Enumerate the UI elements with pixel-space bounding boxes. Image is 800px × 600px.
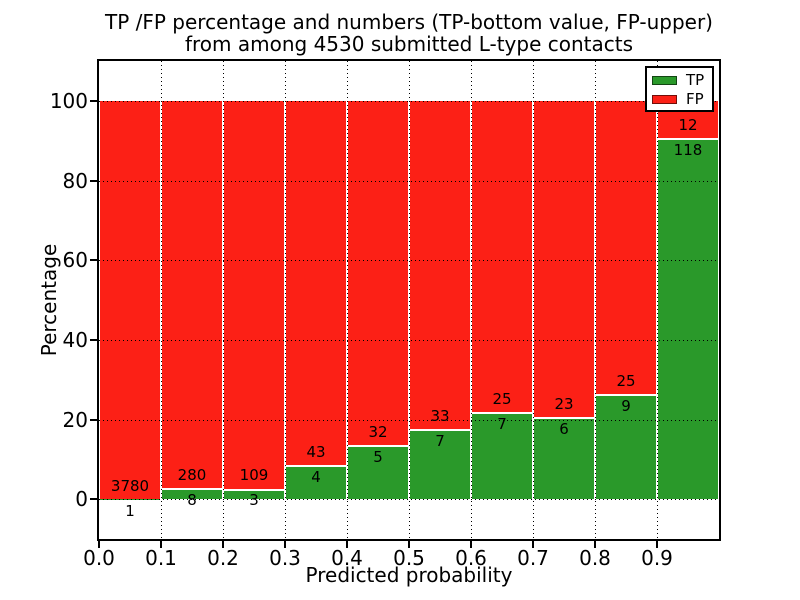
y-tick bbox=[90, 99, 97, 102]
bar-segment-fp bbox=[285, 100, 347, 500]
gridline-vertical bbox=[657, 61, 658, 539]
bar-tp-count-label: 9 bbox=[621, 396, 631, 415]
gridline-vertical bbox=[161, 61, 162, 539]
bar-fp-count-label: 43 bbox=[306, 443, 326, 462]
x-tick-label: 0.4 bbox=[331, 546, 363, 570]
y-tick-label: 0 bbox=[75, 487, 88, 512]
chart-title-line2: from among 4530 submitted L-type contact… bbox=[184, 32, 634, 56]
gridline-vertical bbox=[409, 61, 410, 539]
y-tick-label: 60 bbox=[62, 248, 88, 273]
gridline-vertical bbox=[471, 61, 472, 539]
legend-label: FP bbox=[686, 90, 704, 108]
x-tick-label: 0.3 bbox=[269, 546, 301, 570]
x-tick bbox=[656, 541, 658, 548]
bar-segment-fp bbox=[533, 100, 595, 500]
x-tick bbox=[470, 541, 472, 548]
x-tick-label: 0.8 bbox=[579, 546, 611, 570]
bar-segment-tp bbox=[286, 465, 346, 500]
x-axis-title: Predicted probability bbox=[305, 563, 513, 587]
x-tick-label: 0.7 bbox=[517, 546, 549, 570]
bar-fp-count-label: 25 bbox=[492, 390, 512, 409]
legend-item: TP bbox=[652, 71, 712, 90]
x-tick bbox=[408, 541, 410, 548]
plot-area: 3780 1 280 8 109 3 43 4 32 5 33 7 25 7 23 6 25 9 12 118 bbox=[97, 59, 721, 541]
x-tick bbox=[594, 541, 596, 548]
y-tick bbox=[90, 498, 97, 501]
y-tick bbox=[90, 418, 97, 421]
bar-fp-count-label: 23 bbox=[554, 394, 574, 413]
bar-tp-count-label: 5 bbox=[373, 448, 383, 467]
bar-tp-count-label: 8 bbox=[187, 491, 197, 510]
legend-swatch-tp bbox=[652, 76, 677, 85]
bar-segment-tp bbox=[162, 488, 222, 500]
bar-segment-fp bbox=[595, 100, 657, 500]
bar-segment-tp bbox=[596, 393, 656, 500]
bar-segment-tp bbox=[224, 488, 284, 500]
x-tick-label: 0.1 bbox=[145, 546, 177, 570]
x-tick bbox=[284, 541, 286, 548]
bar-segment-tp bbox=[472, 412, 532, 500]
y-tick-label: 40 bbox=[62, 327, 88, 352]
bar-segment-fp bbox=[223, 100, 285, 500]
gridline-vertical bbox=[223, 61, 224, 539]
bar-tp-count-label: 3 bbox=[249, 491, 259, 510]
bar-fp-count-label: 25 bbox=[616, 371, 636, 390]
gridline-vertical bbox=[347, 61, 348, 539]
y-tick-label: 80 bbox=[62, 168, 88, 193]
y-tick bbox=[90, 338, 97, 341]
bar-fp-count-label: 280 bbox=[177, 466, 207, 485]
bar-tp-count-label: 118 bbox=[673, 140, 703, 159]
x-tick-label: 0.0 bbox=[83, 546, 115, 570]
x-tick-label: 0.2 bbox=[207, 546, 239, 570]
bar-segment-fp bbox=[409, 100, 471, 500]
chart-title-line1: TP /FP percentage and numbers (TP-bottom… bbox=[105, 10, 713, 34]
bar-segment-fp bbox=[657, 100, 719, 500]
x-tick bbox=[98, 541, 100, 548]
legend-item: FP bbox=[652, 90, 712, 109]
gridline-vertical bbox=[533, 61, 534, 539]
bar-tp-count-label: 7 bbox=[497, 415, 507, 434]
x-tick bbox=[160, 541, 162, 548]
bar-tp-count-label: 7 bbox=[435, 432, 445, 451]
x-tick bbox=[532, 541, 534, 548]
y-tick bbox=[90, 179, 97, 182]
y-tick-label: 20 bbox=[62, 407, 88, 432]
bar-tp-count-label: 6 bbox=[559, 419, 569, 438]
x-tick bbox=[346, 541, 348, 548]
bar-segment-tp bbox=[410, 429, 470, 500]
legend-swatch-fp bbox=[652, 95, 677, 104]
gridline-vertical bbox=[595, 61, 596, 539]
bar-fp-count-label: 33 bbox=[430, 407, 450, 426]
x-tick-label: 0.9 bbox=[641, 546, 673, 570]
bar-fp-count-label: 32 bbox=[368, 423, 388, 442]
y-tick bbox=[90, 259, 97, 262]
bar-tp-count-label: 4 bbox=[311, 468, 321, 487]
y-axis-title: Percentage bbox=[37, 243, 61, 357]
x-tick-label: 0.6 bbox=[455, 546, 487, 570]
bar-segment-tp bbox=[658, 137, 718, 500]
bar-segment-fp bbox=[161, 100, 223, 500]
bar-fp-count-label: 12 bbox=[678, 115, 698, 134]
bar-fp-count-label: 109 bbox=[239, 466, 269, 485]
x-tick-label: 0.5 bbox=[393, 546, 425, 570]
x-tick bbox=[222, 541, 224, 548]
bar-tp-count-label: 1 bbox=[125, 502, 135, 521]
legend-label: TP bbox=[686, 71, 705, 89]
legend: TP FP bbox=[645, 66, 714, 112]
bar-segment-tp bbox=[534, 416, 594, 500]
bar-segment-fp bbox=[471, 100, 533, 500]
y-tick-label: 100 bbox=[49, 88, 88, 113]
bar-fp-count-label: 3780 bbox=[110, 477, 150, 496]
gridline-vertical bbox=[285, 61, 286, 539]
bar-segment-fp bbox=[99, 100, 161, 500]
bar-segment-tp bbox=[348, 445, 408, 500]
